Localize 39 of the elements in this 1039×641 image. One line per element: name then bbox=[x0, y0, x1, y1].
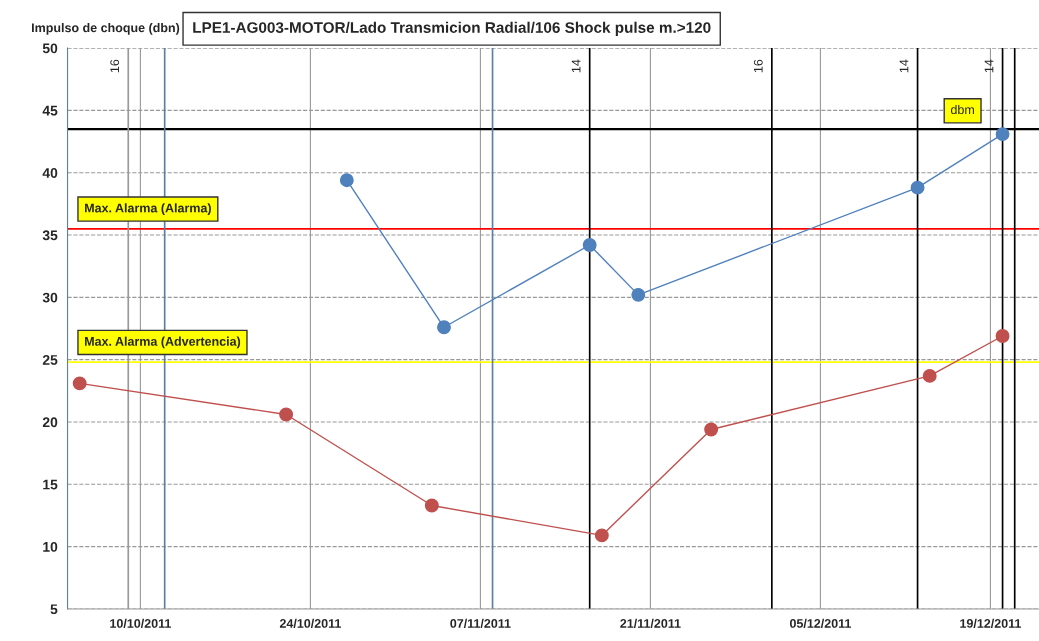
ref-line-label: 16 bbox=[110, 59, 120, 73]
ref-line-label: Max. Alarma (Alarma) bbox=[85, 203, 211, 215]
ref-line-label: dbm bbox=[950, 104, 974, 115]
x-tick-label: 24/10/2011 bbox=[279, 618, 341, 628]
ref-line-label: 14 bbox=[899, 59, 909, 73]
point bbox=[995, 329, 1010, 343]
chart-title: LPE1-AG003-MOTOR/Lado Transmicion Radial/106 Shock pulse m.>120 bbox=[193, 21, 711, 36]
ref-line-label: 14 bbox=[571, 59, 581, 73]
point bbox=[910, 180, 925, 195]
point bbox=[704, 422, 719, 437]
point bbox=[594, 528, 609, 543]
ref-line-label: Max. Alarma (Advertencia) bbox=[85, 336, 241, 349]
point bbox=[995, 127, 1010, 142]
point bbox=[631, 287, 646, 302]
x-tick-label: 07/11/2011 bbox=[450, 618, 511, 628]
point bbox=[72, 376, 87, 391]
x-tick-label: 19/12/2011 bbox=[960, 618, 1022, 628]
point bbox=[339, 173, 354, 188]
x-tick-label: 05/12/2011 bbox=[789, 618, 852, 628]
y-tick-label: 40 bbox=[42, 168, 58, 178]
ref-line-label: 14 bbox=[984, 59, 994, 73]
ref-line-label: 16 bbox=[753, 59, 763, 73]
y-tick-label: 45 bbox=[42, 105, 58, 116]
y-tick-label: 10 bbox=[43, 541, 58, 552]
y-axis-title: Impulso de choque (dbn) bbox=[32, 23, 180, 35]
y-tick-label: 15 bbox=[43, 479, 58, 490]
y-tick-label: 25 bbox=[42, 355, 58, 365]
x-tick-label: 10/10/2011 bbox=[110, 618, 171, 628]
y-tick-label: 20 bbox=[42, 417, 58, 428]
y-tick-label: 50 bbox=[42, 43, 58, 54]
point bbox=[437, 320, 451, 335]
point bbox=[922, 368, 937, 383]
point bbox=[279, 407, 294, 422]
point bbox=[582, 238, 597, 252]
point bbox=[424, 498, 439, 513]
y-tick-label: 35 bbox=[42, 230, 58, 241]
y-tick-label: 30 bbox=[42, 292, 58, 303]
x-tick-label: 21/11/2011 bbox=[620, 618, 681, 628]
y-tick-label: 5 bbox=[50, 604, 58, 615]
